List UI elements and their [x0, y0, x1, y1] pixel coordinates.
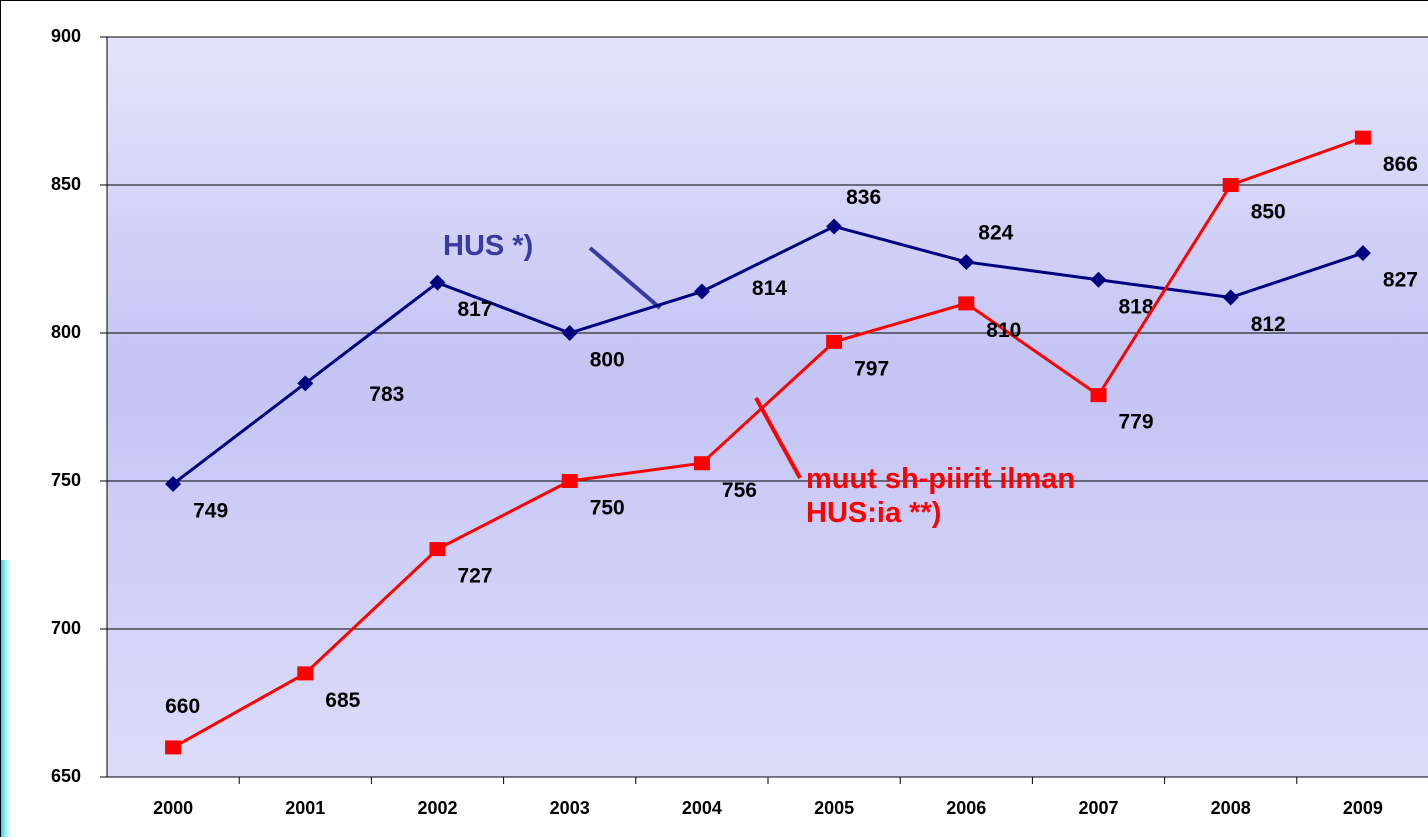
plot-area — [107, 37, 1428, 777]
data-label: 824 — [978, 222, 1013, 245]
data-label: 783 — [369, 383, 404, 406]
data-point — [1222, 289, 1239, 306]
data-point — [693, 283, 710, 300]
data-point — [1090, 271, 1107, 288]
x-tick-label: 2008 — [1211, 798, 1251, 818]
decoration — [0, 560, 14, 837]
data-point — [429, 542, 446, 557]
data-label: 685 — [325, 689, 360, 712]
annotation-pointer — [754, 397, 802, 479]
data-label: 817 — [458, 298, 493, 321]
y-tick-label: 900 — [51, 26, 81, 46]
x-tick-label: 2009 — [1343, 798, 1383, 818]
series-annotation: muut sh-piirit ilman HUS:ia **) — [806, 463, 1076, 529]
data-point — [693, 456, 710, 471]
x-tick-label: 2007 — [1078, 798, 1118, 818]
y-tick-label: 800 — [51, 322, 81, 342]
y-tick-label: 650 — [51, 766, 81, 786]
x-tick-label: 2006 — [946, 798, 986, 818]
y-tick-label: 750 — [51, 470, 81, 490]
data-point — [958, 296, 975, 311]
data-label: 797 — [854, 357, 889, 380]
data-label: 750 — [590, 497, 625, 520]
data-point — [165, 740, 182, 755]
series-line — [172, 136, 1364, 749]
data-label: 749 — [193, 500, 228, 523]
data-label: 814 — [752, 277, 787, 300]
y-tick-label: 700 — [51, 618, 81, 638]
data-point — [561, 474, 578, 488]
data-point — [1354, 245, 1371, 262]
data-label: 800 — [590, 349, 625, 372]
data-label: 827 — [1383, 269, 1418, 292]
data-point — [165, 475, 182, 492]
data-label: 866 — [1383, 153, 1418, 176]
x-tick-label: 2002 — [417, 798, 457, 818]
data-label: 812 — [1251, 313, 1286, 336]
data-label: 727 — [458, 565, 493, 588]
data-point — [1090, 388, 1107, 403]
data-label: 836 — [846, 186, 881, 209]
data-point — [429, 274, 446, 291]
annotation-pointer — [588, 246, 662, 310]
data-label: 756 — [722, 479, 757, 502]
data-point — [1222, 178, 1239, 192]
x-tick-label: 2001 — [285, 798, 325, 818]
x-tick-label: 2005 — [814, 798, 854, 818]
data-point — [958, 253, 975, 270]
data-label: 818 — [1119, 295, 1154, 318]
x-tick-label: 2004 — [682, 798, 722, 818]
data-point — [1354, 130, 1371, 145]
x-tick-label: 2000 — [153, 798, 193, 818]
data-point — [826, 334, 843, 349]
data-point — [561, 325, 578, 341]
data-point — [297, 375, 314, 392]
data-label: 660 — [165, 695, 200, 718]
data-label: 779 — [1119, 411, 1154, 434]
x-tick-label: 2003 — [550, 798, 590, 818]
data-point — [297, 666, 314, 681]
data-label: 810 — [986, 319, 1021, 342]
series-annotation: HUS *) — [443, 230, 534, 262]
data-point — [826, 218, 843, 235]
data-label: 850 — [1251, 201, 1286, 224]
y-tick-label: 850 — [51, 174, 81, 194]
